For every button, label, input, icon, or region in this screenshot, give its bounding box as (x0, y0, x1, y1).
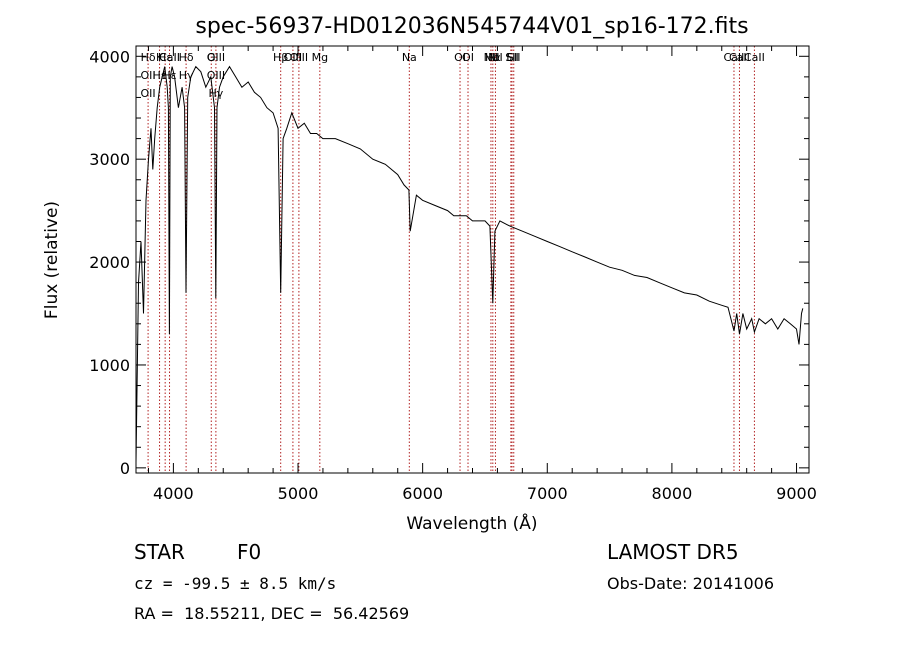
x-tick-label: 4000 (153, 484, 194, 503)
line-marker-label: NII (484, 51, 499, 64)
line-marker-label: OIII (207, 51, 225, 64)
line-marker-label: Hδ (179, 51, 194, 64)
observation-date: Obs-Date: 20141006 (607, 574, 775, 593)
coordinates: RA = 18.55211, DEC = 56.42569 (134, 604, 410, 623)
line-marker-label: Hα (485, 51, 501, 64)
line-marker-label: CaII (159, 51, 180, 64)
y-axis-ticks: 0 1000 2000 3000 4000 (89, 47, 809, 478)
line-marker-label: Hγ (208, 87, 223, 100)
line-marker-label: OII (141, 87, 156, 100)
line-marker-label: SII (505, 51, 518, 64)
redshift-velocity: cz = -99.5 ± 8.5 km/s (134, 574, 337, 593)
x-tick-label: 6000 (402, 484, 443, 503)
line-marker-label: Hδ (141, 51, 156, 64)
x-tick-label: 7000 (527, 484, 568, 503)
line-marker-label: Hε (158, 51, 172, 64)
line-marker-label: Li (506, 51, 515, 64)
chart-title: spec-56937-HD012036N545744V01_sp16-172.f… (195, 14, 748, 39)
line-marker-label: CaII (744, 51, 765, 64)
y-tick-label: 2000 (89, 253, 130, 272)
spectrum-line (135, 65, 804, 463)
line-marker-labels: HδOIIOIIKHεHεCaIIHεHδHγGOIIIOIIIHγHβOIII… (141, 51, 765, 100)
survey-name: LAMOST DR5 (607, 540, 739, 564)
line-marker-label: Hβ (273, 51, 288, 64)
line-marker-label: G (207, 51, 216, 64)
line-marker-label: OIII (290, 51, 308, 64)
y-tick-label: 0 (120, 459, 130, 478)
object-subclass: F0 (237, 540, 262, 564)
line-marker-label: SII (507, 51, 520, 64)
line-marker-label: OI (454, 51, 466, 64)
y-tick-label: 3000 (89, 150, 130, 169)
y-tick-label: 1000 (89, 356, 130, 375)
line-marker-label: NII (488, 51, 503, 64)
x-axis-label: Wavelength (Å) (406, 512, 537, 534)
line-markers (147, 46, 755, 473)
line-marker-label: CaII (729, 51, 750, 64)
x-axis-ticks: 4000 5000 6000 7000 8000 9000 (147, 46, 817, 503)
x-tick-label: 5000 (278, 484, 319, 503)
line-marker-label: OII (141, 69, 156, 82)
line-marker-label: CaII (724, 51, 745, 64)
line-marker-label: K (156, 51, 164, 64)
x-tick-label: 9000 (776, 484, 817, 503)
y-tick-label: 4000 (89, 47, 130, 66)
plot-frame (135, 45, 810, 474)
y-axis-label: Flux (relative) (42, 201, 62, 319)
object-class: STAR (134, 540, 185, 564)
line-marker-label: Na (402, 51, 417, 64)
line-marker-label: Mg (312, 51, 328, 64)
x-tick-label: 8000 (652, 484, 693, 503)
line-marker-label: OIII (284, 51, 302, 64)
line-marker-label: OI (462, 51, 474, 64)
